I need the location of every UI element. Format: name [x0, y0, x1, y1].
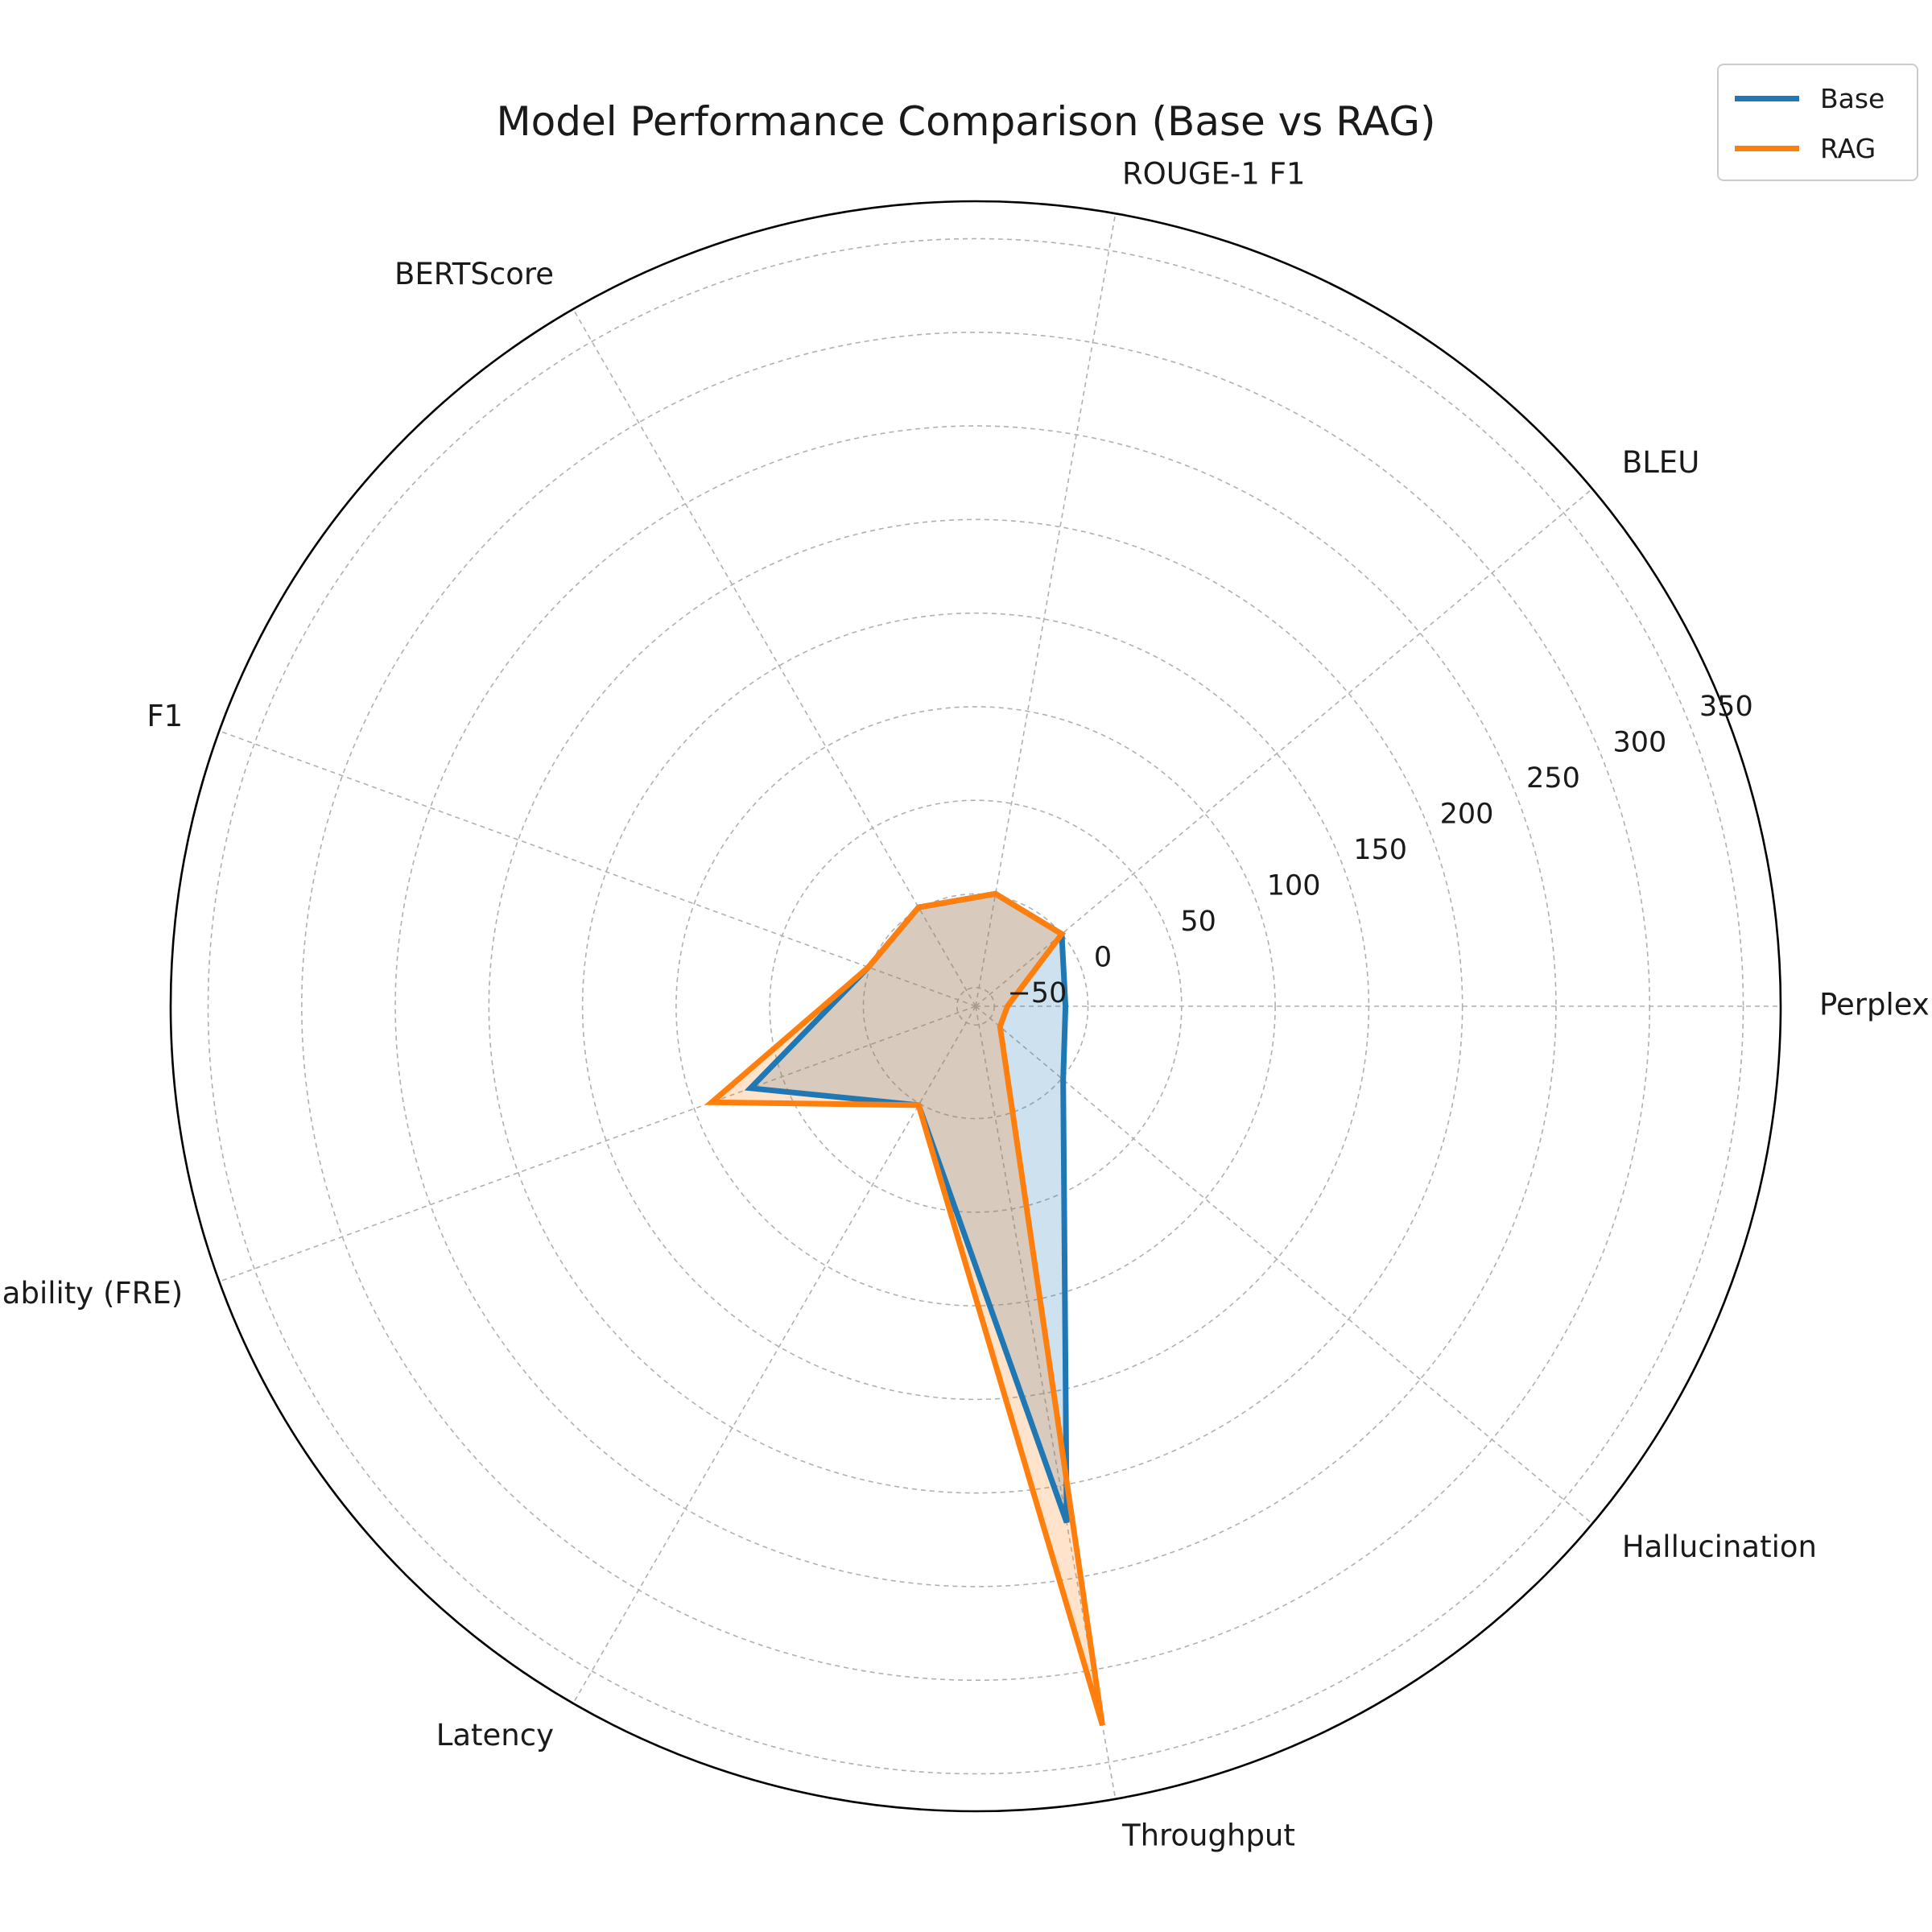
legend-swatch-base [1735, 95, 1799, 101]
axis-label: Readability (FRE) [0, 1276, 183, 1311]
legend-item-base: Base [1735, 80, 1885, 117]
radial-tick-label: 100 [1267, 870, 1321, 902]
chart-title: Model Performance Comparison (Base vs RA… [496, 98, 1436, 145]
axis-label: Throughput [1121, 1818, 1295, 1853]
spoke-gridline [975, 488, 1593, 1007]
axis-label: BLEU [1622, 445, 1699, 480]
legend: Base RAG [1717, 64, 1918, 181]
ring-gridline [862, 893, 1089, 1120]
radial-tick-label: 300 [1612, 727, 1666, 759]
radial-tick-label: 200 [1440, 799, 1494, 831]
ring-gridline [488, 518, 1463, 1494]
ring-gridline [769, 799, 1183, 1213]
spoke-gridline [572, 308, 976, 1007]
legend-swatch-rag [1735, 145, 1799, 151]
radial-tick-label: −50 [1007, 977, 1067, 1009]
radial-tick-label: 50 [1180, 906, 1216, 938]
polar-frame [169, 200, 1782, 1813]
grid-layer [169, 200, 1782, 1813]
axis-label: F1 [147, 699, 183, 733]
label-layer: −50 0 50 100 150 200 250 300 350 Perplexity BLEU RO… [0, 156, 1932, 1852]
legend-label-base: Base [1820, 82, 1885, 114]
legend-label-rag: RAG [1820, 132, 1876, 164]
radial-tick-label: 0 [1094, 942, 1112, 974]
axis-label: Perplexity [1819, 988, 1932, 1022]
series-layer [704, 890, 1105, 1727]
ring-gridline [207, 237, 1744, 1775]
ring-gridline [300, 331, 1651, 1682]
spoke-gridline [975, 1005, 1117, 1799]
spoke-gridline [975, 213, 1117, 1007]
series-line-rag [704, 890, 1105, 1727]
radial-tick-label: 150 [1353, 834, 1407, 866]
radial-tick-label: 350 [1699, 691, 1753, 723]
ring-gridline [956, 986, 996, 1026]
axis-label: Hallucination [1622, 1530, 1817, 1564]
ring-gridline [581, 612, 1370, 1401]
axis-label: BERTScore [394, 257, 554, 291]
series-area-base [750, 894, 1067, 1523]
spoke-gridline [219, 730, 976, 1007]
ring-gridline [394, 425, 1557, 1587]
axis-label: Latency [436, 1718, 554, 1752]
spoke-gridline [572, 1005, 976, 1704]
radial-tick-label: 250 [1526, 762, 1580, 795]
spoke-gridline [219, 1005, 976, 1282]
axis-label: ROUGE-1 F1 [1122, 156, 1305, 191]
legend-item-rag: RAG [1735, 130, 1876, 167]
spoke-gridline [975, 1005, 1593, 1525]
